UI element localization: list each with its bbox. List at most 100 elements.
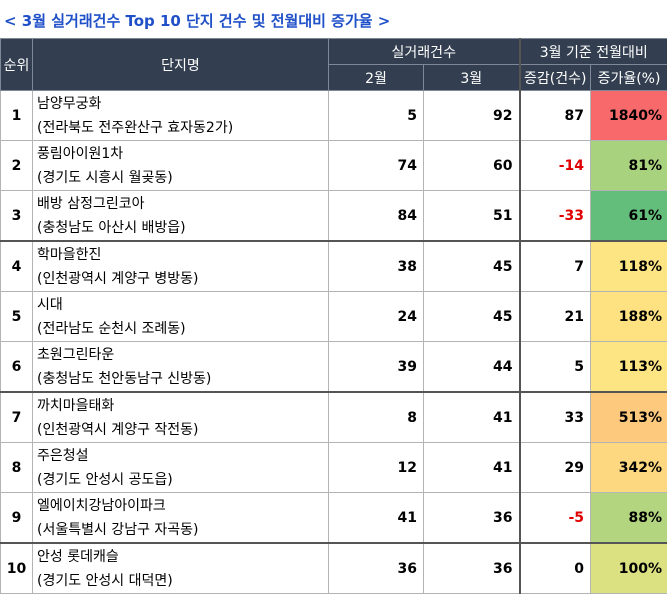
rate-cell: 61% — [590, 190, 667, 242]
feb-count-cell: 5 — [328, 90, 424, 141]
header-change: 증감(건수) — [518, 64, 591, 91]
complex-name: 초원그린타운 — [37, 346, 115, 363]
header-rank: 순위 — [0, 38, 33, 91]
change-cell: 87 — [518, 90, 591, 141]
complex-name: 배방 삼정그린코아 — [37, 195, 145, 212]
rank-cell: 4 — [0, 240, 33, 292]
complex-location: (경기도 안성시 대덕면) — [37, 572, 173, 589]
feb-count-cell: 24 — [328, 291, 424, 342]
name-cell: 풍림아이원1차 (경기도 시흥시 월곶동) — [32, 140, 329, 191]
table-row: 2 풍림아이원1차 (경기도 시흥시 월곶동) 74 60 -14 81% — [0, 140, 667, 191]
table-row: 5 시대 (전라남도 순천시 조례동) 24 45 21 188% — [0, 291, 667, 342]
rate-cell: 342% — [590, 442, 667, 493]
rank-cell: 3 — [0, 190, 33, 242]
header-trades: 실거래건수 — [328, 38, 520, 65]
table-row: 10 안성 롯데캐슬 (경기도 안성시 대덕면) 36 36 0 100% — [0, 542, 667, 594]
rank-cell: 10 — [0, 542, 33, 594]
complex-name: 주은청설 — [37, 447, 89, 464]
feb-count-cell: 74 — [328, 140, 424, 191]
feb-count-cell: 38 — [328, 240, 424, 292]
table-row: 3 배방 삼정그린코아 (충청남도 아산시 배방읍) 84 51 -33 61% — [0, 190, 667, 242]
feb-count-cell: 84 — [328, 190, 424, 242]
change-cell: -33 — [518, 190, 591, 242]
rank-cell: 8 — [0, 442, 33, 493]
complex-name: 엘에이치강남아이파크 — [37, 497, 166, 514]
rank-cell: 7 — [0, 391, 33, 443]
change-cell: 33 — [518, 391, 591, 443]
change-cell: 7 — [518, 240, 591, 292]
rank-cell: 9 — [0, 492, 33, 544]
change-cell: -14 — [518, 140, 591, 191]
complex-location: (경기도 안성시 공도읍) — [37, 471, 173, 488]
name-cell: 까치마을태화 (인천광역시 계양구 작전동) — [32, 391, 329, 443]
complex-location: (서울특별시 강남구 자곡동) — [37, 521, 199, 538]
feb-count-cell: 36 — [328, 542, 424, 594]
table-title: < 3월 실거래건수 Top 10 단지 건수 및 전월대비 증가율 > — [4, 12, 391, 30]
complex-location: (충청남도 천안동남구 신방동) — [37, 370, 212, 387]
mar-count-cell: 36 — [423, 492, 520, 544]
top10-table: 순위 단지명 실거래건수 3월 기준 전월대비 2월 3월 증감(건수) 증가율… — [0, 38, 667, 594]
feb-count-cell: 8 — [328, 391, 424, 443]
change-cell: 0 — [518, 542, 591, 594]
feb-count-cell: 39 — [328, 341, 424, 393]
complex-location: (전라북도 전주완산구 효자동2가) — [37, 119, 234, 136]
rate-cell: 188% — [590, 291, 667, 342]
rate-cell: 513% — [590, 391, 667, 443]
rate-cell: 81% — [590, 140, 667, 191]
mar-count-cell: 60 — [423, 140, 520, 191]
header-name: 단지명 — [32, 38, 329, 91]
header-feb: 2월 — [328, 64, 424, 91]
complex-name: 까치마을태화 — [37, 397, 115, 414]
feb-count-cell: 41 — [328, 492, 424, 544]
complex-location: (경기도 시흥시 월곶동) — [37, 169, 173, 186]
table-row: 1 남양무궁화 (전라북도 전주완산구 효자동2가) 5 92 87 1840% — [0, 90, 667, 141]
mar-count-cell: 41 — [423, 442, 520, 493]
table-row: 9 엘에이치강남아이파크 (서울특별시 강남구 자곡동) 41 36 -5 88% — [0, 492, 667, 544]
table-row: 7 까치마을태화 (인천광역시 계양구 작전동) 8 41 33 513% — [0, 391, 667, 443]
change-cell: 21 — [518, 291, 591, 342]
rank-cell: 1 — [0, 90, 33, 141]
complex-name: 풍림아이원1차 — [37, 145, 124, 162]
mar-count-cell: 92 — [423, 90, 520, 141]
change-cell: 29 — [518, 442, 591, 493]
name-cell: 초원그린타운 (충청남도 천안동남구 신방동) — [32, 341, 329, 393]
header-rate: 증가율(%) — [590, 64, 667, 91]
table-body: 1 남양무궁화 (전라북도 전주완산구 효자동2가) 5 92 87 1840% 2 풍림아이원… — [0, 90, 667, 594]
rate-cell: 113% — [590, 341, 667, 393]
name-cell: 학마을한진 (인천광역시 계양구 병방동) — [32, 240, 329, 292]
mar-count-cell: 41 — [423, 391, 520, 443]
complex-location: (전라남도 순천시 조례동) — [37, 320, 186, 337]
complex-name: 학마을한진 — [37, 246, 102, 263]
name-cell: 안성 롯데캐슬 (경기도 안성시 대덕면) — [32, 542, 329, 594]
name-cell: 시대 (전라남도 순천시 조례동) — [32, 291, 329, 342]
name-cell: 엘에이치강남아이파크 (서울특별시 강남구 자곡동) — [32, 492, 329, 544]
complex-location: (충청남도 아산시 배방읍) — [37, 219, 186, 236]
feb-count-cell: 12 — [328, 442, 424, 493]
mar-count-cell: 45 — [423, 291, 520, 342]
rank-cell: 6 — [0, 341, 33, 393]
change-cell: 5 — [518, 341, 591, 393]
rate-cell: 88% — [590, 492, 667, 544]
name-cell: 배방 삼정그린코아 (충청남도 아산시 배방읍) — [32, 190, 329, 242]
mar-count-cell: 44 — [423, 341, 520, 393]
mar-count-cell: 51 — [423, 190, 520, 242]
complex-name: 시대 — [37, 296, 63, 313]
rank-cell: 5 — [0, 291, 33, 342]
rank-cell: 2 — [0, 140, 33, 191]
name-cell: 주은청설 (경기도 안성시 공도읍) — [32, 442, 329, 493]
complex-name: 남양무궁화 — [37, 95, 102, 112]
mar-count-cell: 45 — [423, 240, 520, 292]
change-cell: -5 — [518, 492, 591, 544]
rate-cell: 1840% — [590, 90, 667, 141]
header-mar: 3월 — [423, 64, 520, 91]
complex-location: (인천광역시 계양구 병방동) — [37, 270, 199, 287]
complex-location: (인천광역시 계양구 작전동) — [37, 421, 199, 438]
table-row: 6 초원그린타운 (충청남도 천안동남구 신방동) 39 44 5 113% — [0, 341, 667, 393]
header-mom: 3월 기준 전월대비 — [518, 38, 667, 65]
mar-count-cell: 36 — [423, 542, 520, 594]
name-cell: 남양무궁화 (전라북도 전주완산구 효자동2가) — [32, 90, 329, 141]
complex-name: 안성 롯데캐슬 — [37, 548, 119, 565]
table-row: 8 주은청설 (경기도 안성시 공도읍) 12 41 29 342% — [0, 442, 667, 493]
rate-cell: 100% — [590, 542, 667, 594]
rate-cell: 118% — [590, 240, 667, 292]
